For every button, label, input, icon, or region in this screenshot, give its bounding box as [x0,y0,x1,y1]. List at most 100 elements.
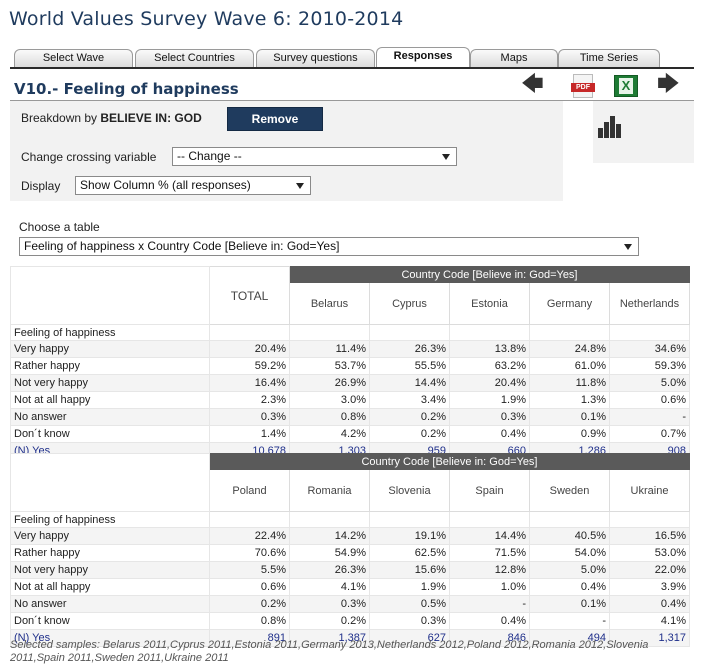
chevron-down-icon [296,183,304,189]
table-row: No answer 0.2% 0.3% 0.5% - 0.1% 0.4% [10,595,690,613]
tab-divider [10,67,694,69]
excel-label: X [619,78,633,94]
row-label: No answer [10,595,210,613]
cell: 14.2% [289,527,370,545]
total-header: TOTAL [209,266,290,325]
cell: 53.0% [609,544,690,562]
cell: 0.9% [529,425,610,443]
cell: 0.2% [289,612,370,630]
n-row: (N) Yes 891 1,387 627 846 494 1,317 [10,629,690,647]
cell: 0.1% [529,408,610,426]
cell: 24.8% [529,340,610,358]
display-label: Display [21,179,61,193]
table-row: Rather happy 70.6% 54.9% 62.5% 71.5% 54.… [10,544,690,562]
cell: - [529,612,610,630]
breakdown-prefix: Breakdown by [21,111,98,125]
cell: 16.5% [609,527,690,545]
row-label: No answer [10,408,210,426]
cell: 5.0% [609,374,690,392]
cell: 0.7% [609,425,690,443]
table-select[interactable]: Feeling of happiness x Country Code [Bel… [19,237,639,256]
tab-survey-questions[interactable]: Survey questions [256,49,375,67]
row-label: Very happy [10,340,210,358]
cell: 2.3% [209,391,290,409]
cell: 26.3% [369,340,450,358]
row-label: Not very happy [10,374,210,392]
tab-select-countries[interactable]: Select Countries [135,49,254,67]
breakdown-label: Breakdown by BELIEVE IN: GOD [21,111,202,125]
cell: 4.1% [289,578,370,596]
cell: 16.4% [209,374,290,392]
controls-panel: Breakdown by BELIEVE IN: GOD Remove Chan… [10,101,563,201]
crossing-variable-select[interactable]: -- Change -- [172,147,457,166]
chart-panel [593,101,694,163]
cell: 0.3% [289,595,370,613]
cell: 0.2% [209,595,290,613]
display-select[interactable]: Show Column % (all responses) [75,176,311,195]
cell: 0.6% [209,578,290,596]
country-code-header: Country Code [Believe in: God=Yes] [289,266,690,283]
cell: 0.3% [369,612,450,630]
cell: 4.1% [609,612,690,630]
arrow-right-icon[interactable]: 🡆 [657,71,680,96]
row-label: Not at all happy [10,578,210,596]
chevron-down-icon [442,154,450,160]
cell: 70.6% [209,544,290,562]
column-header: Estonia [449,282,530,325]
cell: 1.9% [449,391,530,409]
cell: 3.9% [609,578,690,596]
pdf-label: PDF [571,83,595,92]
arrow-left-icon[interactable]: 🡄 [521,71,544,96]
cell: 627 [369,629,450,647]
cell: 59.3% [609,357,690,375]
table-row: Don´t know 0.8% 0.2% 0.3% 0.4% - 4.1% [10,612,690,630]
cell: 1.4% [209,425,290,443]
chevron-down-icon [624,244,632,250]
cell: 54.0% [529,544,610,562]
cell: 34.6% [609,340,690,358]
column-header: Netherlands [609,282,690,325]
cell: 0.8% [209,612,290,630]
bar-chart-icon[interactable] [598,116,622,138]
results-table-2: Country Code [Believe in: God=Yes] Polan… [10,453,690,647]
cell: 1,387 [289,629,370,647]
section-label: Feeling of happiness [10,324,210,341]
column-header: Germany [529,282,610,325]
cell: - [609,408,690,426]
table-row: Very happy 22.4% 14.2% 19.1% 14.4% 40.5%… [10,527,690,545]
table-row: Not very happy 5.5% 26.3% 15.6% 12.8% 5.… [10,561,690,579]
cell: 22.4% [209,527,290,545]
cell: 0.8% [289,408,370,426]
cell: 40.5% [529,527,610,545]
tab-responses[interactable]: Responses [376,47,470,67]
cell: 20.4% [449,374,530,392]
tab-time-series[interactable]: Time Series [558,49,660,67]
column-header: Romania [289,469,370,512]
section-label: Feeling of happiness [10,511,210,528]
cell: 0.4% [609,595,690,613]
cell: 0.1% [529,595,610,613]
tab-maps[interactable]: Maps [470,49,558,67]
excel-export-icon[interactable]: X [614,75,638,97]
cell: 3.4% [369,391,450,409]
cell: 20.4% [209,340,290,358]
cell: 14.4% [369,374,450,392]
cell: 26.9% [289,374,370,392]
column-header: Sweden [529,469,610,512]
display-value: Show Column % (all responses) [80,178,251,192]
table-select-value: Feeling of happiness x Country Code [Bel… [24,239,340,253]
row-label: Don´t know [10,612,210,630]
results-table-1: TOTAL Country Code [Believe in: God=Yes]… [10,266,690,460]
cell: 1.9% [369,578,450,596]
table-row: No answer 0.3% 0.8% 0.2% 0.3% 0.1% - [10,408,690,426]
cell: 54.9% [289,544,370,562]
remove-button[interactable]: Remove [227,107,323,131]
table-row: Very happy 20.4% 11.4% 26.3% 13.8% 24.8%… [10,340,690,358]
cell: 3.0% [289,391,370,409]
cell: 53.7% [289,357,370,375]
pdf-export-icon[interactable]: PDF [571,74,595,98]
cell: 0.4% [449,612,530,630]
tab-select-wave[interactable]: Select Wave [14,49,133,67]
crossing-variable-label: Change crossing variable [21,150,157,164]
cell: 14.4% [449,527,530,545]
